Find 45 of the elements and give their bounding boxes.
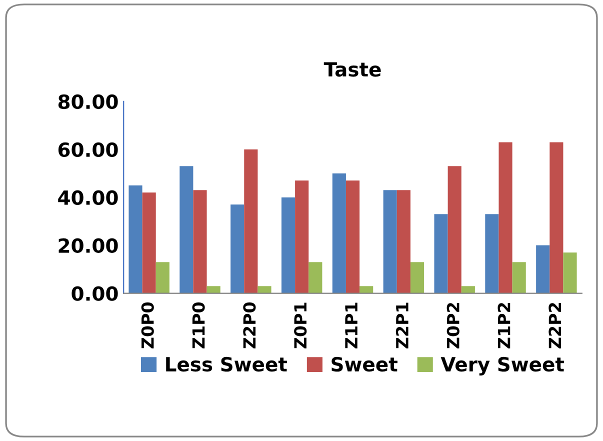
x-tick-label: Z0P0 [141, 302, 154, 348]
x-tick-label: Z0P1 [294, 302, 307, 348]
bar [383, 190, 397, 294]
bar [434, 214, 448, 294]
bar [550, 142, 564, 294]
x-tick-label: Z2P0 [243, 302, 256, 348]
bar [206, 286, 220, 294]
bar [193, 190, 207, 294]
x-tick-label: Z1P0 [192, 302, 205, 348]
y-tick-label: 80.00 [58, 94, 118, 110]
bar [142, 192, 156, 294]
bar [128, 185, 142, 294]
legend-label: Less Sweet [166, 356, 288, 372]
x-tick-label: Z1P2 [498, 303, 510, 348]
bar [244, 149, 258, 294]
bar [563, 252, 577, 294]
x-tick-label: Z1P1 [345, 302, 358, 348]
legend-label: Sweet [332, 356, 398, 372]
bar [332, 173, 346, 294]
bar [396, 190, 410, 294]
bar [360, 286, 374, 294]
y-tick-label: 20.00 [58, 238, 118, 253]
x-tick-label: Z2P2 [548, 303, 562, 348]
x-tick-label: Z0P2 [446, 303, 460, 348]
bar [536, 245, 550, 294]
bar [180, 166, 194, 294]
chart-title: Taste [324, 62, 381, 77]
bar [485, 214, 499, 294]
y-tick-label: 0.00 [72, 286, 118, 301]
bar [281, 197, 296, 294]
bar [498, 142, 512, 294]
bar [258, 286, 272, 294]
bar [410, 262, 424, 294]
bar [295, 180, 309, 294]
x-tick-label: Z2P1 [396, 302, 408, 348]
bar [448, 166, 462, 294]
y-tick-label: 40.00 [58, 190, 118, 206]
bar [156, 262, 170, 294]
y-tick-label: 60.00 [58, 142, 118, 158]
bar [461, 286, 475, 294]
bar [512, 262, 526, 294]
legend-label: Very Sweet [440, 356, 564, 376]
bar [308, 262, 322, 294]
bar [230, 204, 244, 294]
bar [346, 180, 360, 294]
